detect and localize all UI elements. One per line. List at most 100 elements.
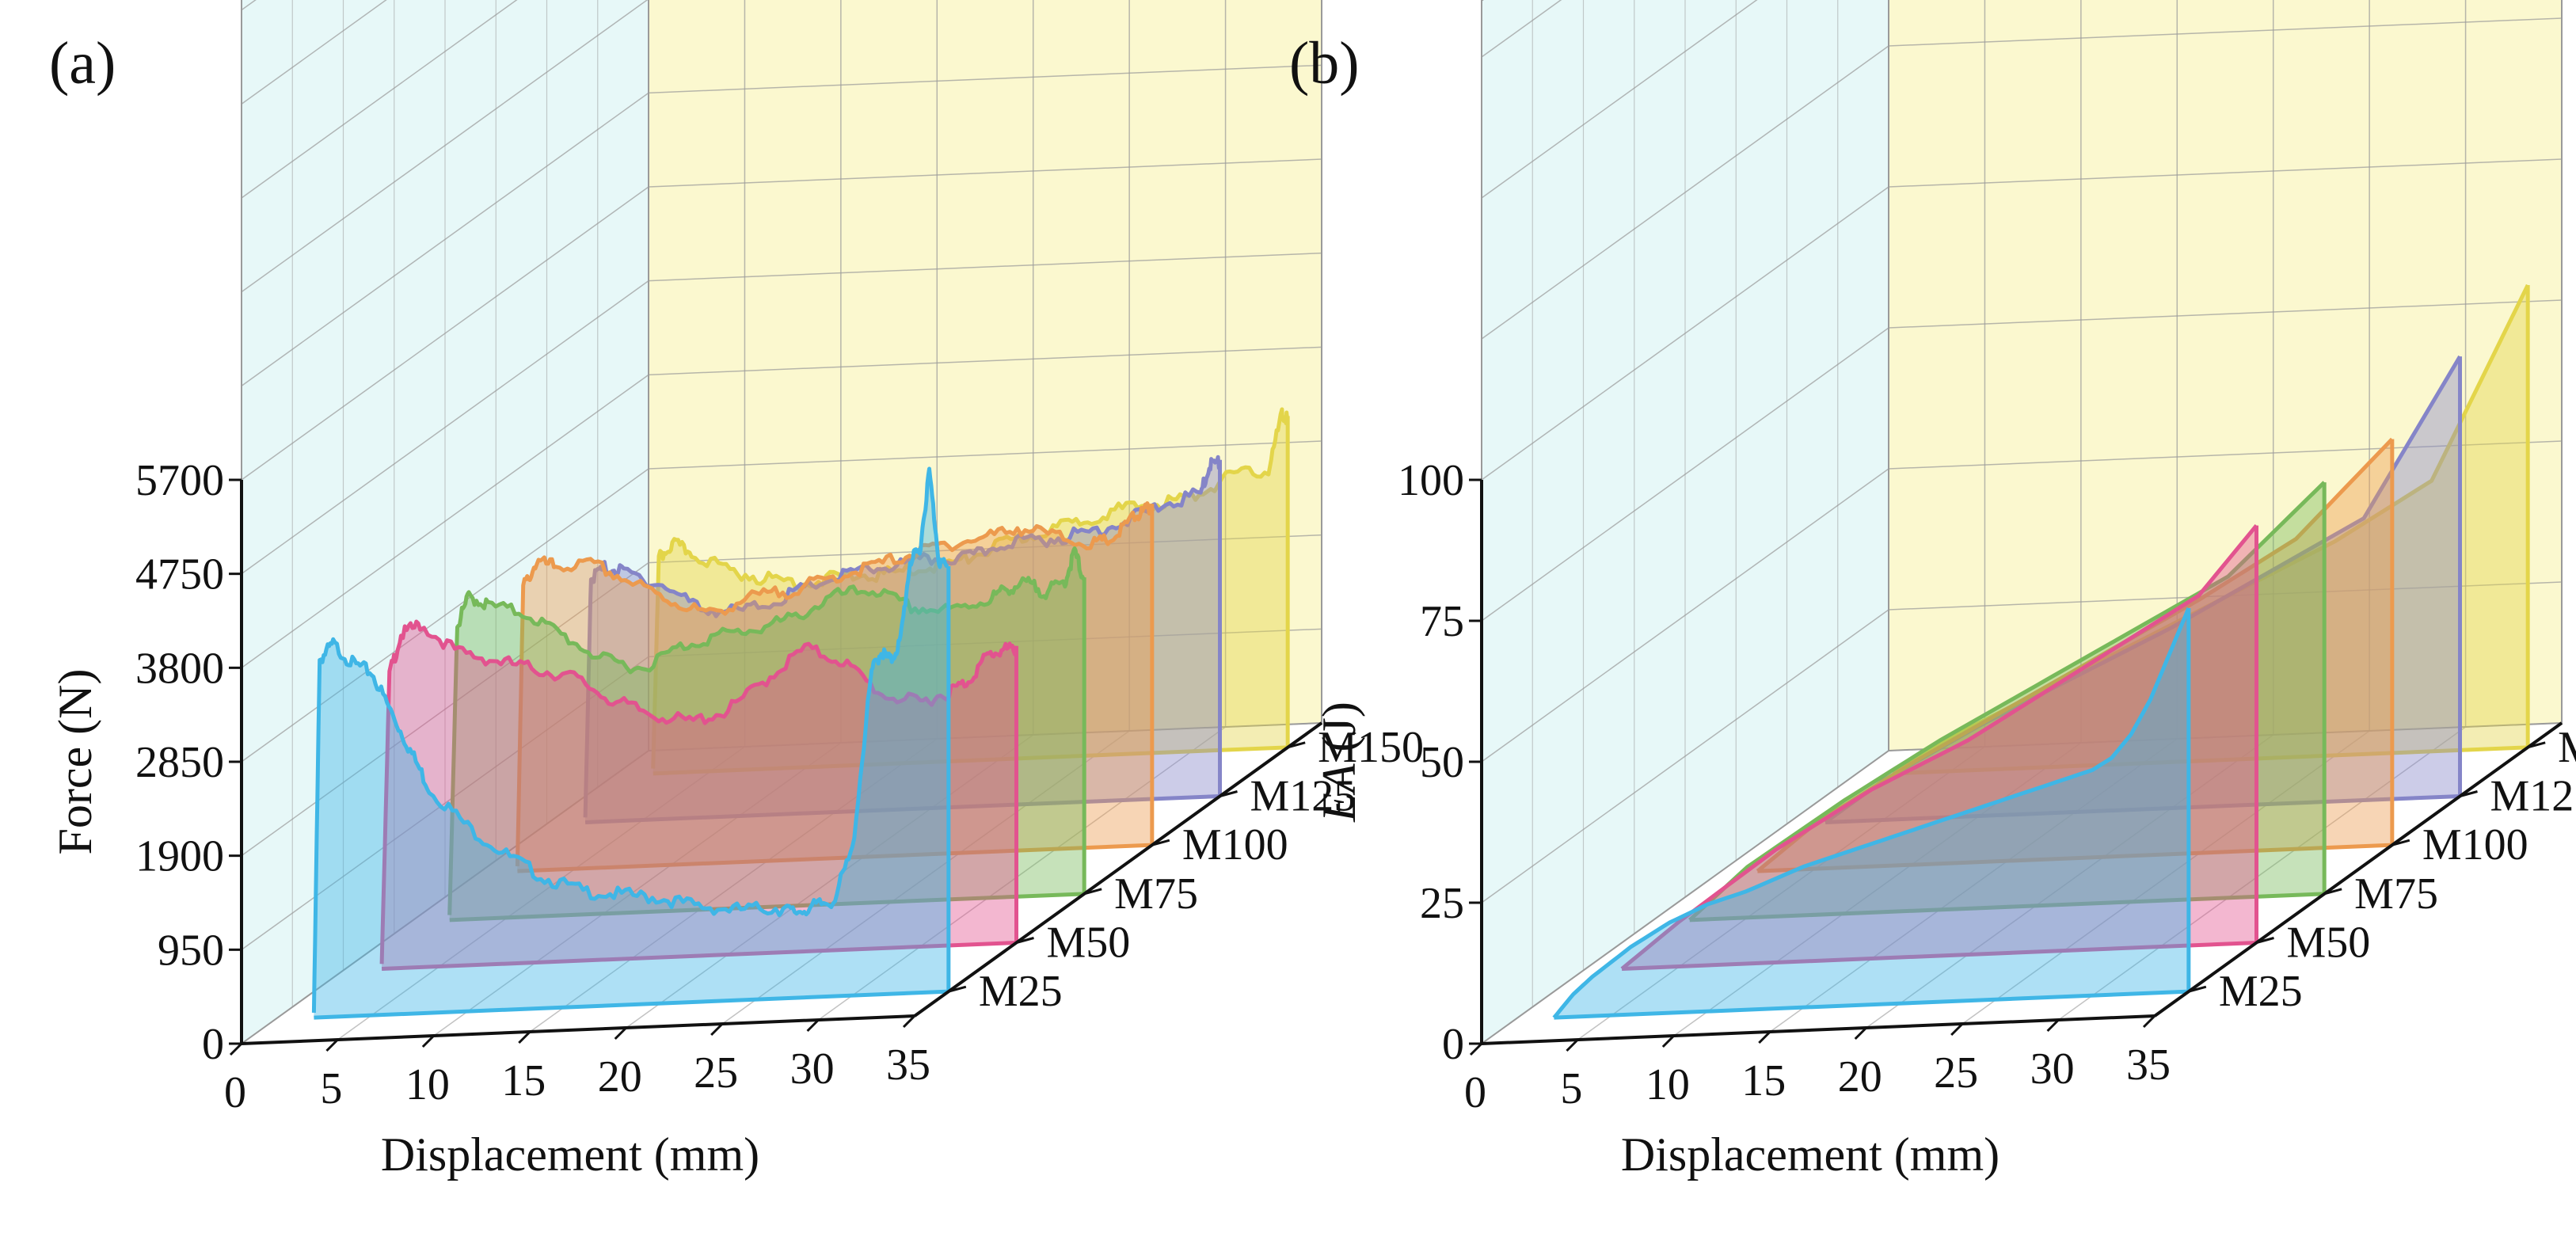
panel-b: (b) 0 5 10 15 20 25 30 35 0 25 50 75 100 M25M50M75M10… [1289, 0, 2576, 1181]
x-axis-line [1481, 1014, 2156, 1045]
series-area [653, 409, 1288, 774]
floor-gridline [1673, 742, 2082, 1037]
category-label: M100 [2422, 820, 2528, 869]
category-label: M50 [1047, 919, 1131, 968]
floor-gridline [1577, 746, 1985, 1040]
y-tick-label: 4750 [135, 550, 224, 599]
x-tick-label: 10 [1646, 1060, 1690, 1109]
x-tick [1566, 1038, 1579, 1052]
x-tick-label: 5 [320, 1064, 342, 1113]
back-wall-gridline [1888, 17, 2563, 47]
series-m75 [447, 546, 1086, 923]
x-tick [614, 1026, 627, 1040]
category-label: M150 [2558, 723, 2576, 772]
floor-gridline [2058, 726, 2467, 1021]
x-axis-title: Displacement (mm) [381, 1128, 759, 1181]
series-line [311, 466, 950, 1013]
back-wall-gridline [1888, 722, 2563, 751]
floor-gridline [818, 726, 1227, 1021]
category-label: M125 [2490, 772, 2576, 821]
series-m75 [1688, 481, 2327, 923]
depth-tick [1016, 937, 1034, 944]
series-area [382, 622, 1017, 969]
series-m150 [651, 407, 1290, 776]
panel-a: (a) 0 5 10 15 20 25 30 35 0 950 1900 2850 3800 4750 57… [49, 0, 1424, 1181]
x-tick [1469, 1042, 1483, 1056]
y-axis-title: EA (J) [1313, 702, 1365, 823]
series-m50 [1620, 524, 2258, 971]
series-baseline [1893, 745, 2528, 776]
back-wall-gridline [1888, 299, 2563, 329]
x-tick-label: 5 [1560, 1064, 1582, 1113]
depth-tick [2188, 985, 2207, 993]
x-tick [229, 1042, 243, 1056]
category-label: M25 [979, 967, 1063, 1016]
series-baseline [1621, 941, 2257, 971]
series-baseline [1554, 989, 2189, 1020]
series-m125 [583, 455, 1222, 824]
series-baseline [1825, 794, 2460, 824]
depth-tick [2391, 839, 2410, 846]
series-area [1825, 356, 2460, 823]
y-tick-label: 75 [1420, 597, 1464, 646]
x-tick-label: 25 [1934, 1048, 1978, 1098]
depth-tick [1287, 741, 1306, 749]
series-line [1552, 607, 2191, 1019]
category-label: M125 [1250, 772, 1356, 821]
x-tick-label: 15 [1741, 1056, 1786, 1105]
series-line [379, 619, 1018, 964]
x-tick [710, 1022, 724, 1037]
x-tick-label: 35 [886, 1040, 930, 1090]
depth-tick [2527, 741, 2546, 749]
y-axis-title-unit: (J) [1313, 702, 1365, 763]
y-tick-label: 100 [1398, 456, 1464, 505]
floor-gridline [337, 746, 745, 1040]
panel-b-label: (b) [1289, 30, 1360, 97]
left-wall-gridline [241, 0, 387, 105]
x-tick-label: 15 [501, 1056, 546, 1105]
y-tick-label: 3800 [135, 644, 224, 693]
category-label: M50 [2287, 919, 2371, 968]
y-axis-title-symbol: EA [1313, 763, 1365, 823]
floor-gridline [721, 730, 1130, 1025]
back-wall-gridline [648, 252, 1322, 282]
y-tick-label: 1900 [135, 832, 224, 881]
y-tick-label: 25 [1420, 879, 1464, 928]
y-tick-label: 5700 [135, 456, 224, 505]
x-tick-label: 30 [2030, 1044, 2075, 1094]
series-baseline [1689, 892, 2325, 923]
depth-tick [1220, 790, 1238, 797]
y-axis-title: Force (N) [49, 669, 101, 855]
y-tick-label: 2850 [135, 738, 224, 787]
x-tick [1661, 1034, 1675, 1048]
back-wall-gridline [1888, 158, 2563, 188]
floor-gridline [433, 742, 842, 1037]
category-label: M100 [1182, 820, 1288, 869]
series-m25 [311, 466, 951, 1020]
category-label: M75 [2354, 869, 2438, 919]
series-baseline [1757, 843, 2392, 873]
x-axis-line [241, 1014, 915, 1045]
floor-gridline [1866, 734, 2274, 1029]
x-tick [2142, 1014, 2156, 1029]
y-tick-label: 50 [1420, 738, 1464, 787]
category-label: M150 [1318, 723, 1424, 772]
x-tick-label: 20 [598, 1052, 642, 1101]
back-wall-gridline [648, 158, 1322, 188]
x-tick-label: 10 [405, 1060, 450, 1109]
axes-layer: 0 5 10 15 20 25 30 35 0 950 1900 2850 3800 4750 5700 M2… [49, 456, 1424, 1181]
x-tick [1950, 1022, 1964, 1037]
depth-tick [948, 985, 967, 993]
y-tick-label: 950 [158, 926, 224, 975]
floor-gridline [626, 734, 1034, 1029]
category-label: M75 [1114, 869, 1198, 919]
floor-gridline [1961, 730, 2370, 1025]
series-baseline [449, 892, 1085, 923]
back-wall-gridline [648, 628, 1322, 658]
series-baseline [314, 989, 949, 1020]
series-area [1622, 525, 2257, 969]
series-line [447, 546, 1086, 915]
x-tick-label: 0 [1464, 1068, 1486, 1117]
series-area [1893, 285, 2528, 774]
depth-axis-line [2153, 721, 2563, 1018]
